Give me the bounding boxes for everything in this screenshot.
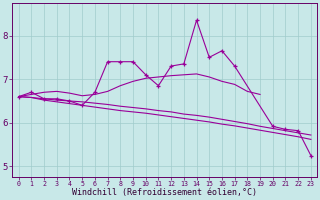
X-axis label: Windchill (Refroidissement éolien,°C): Windchill (Refroidissement éolien,°C): [72, 188, 257, 197]
